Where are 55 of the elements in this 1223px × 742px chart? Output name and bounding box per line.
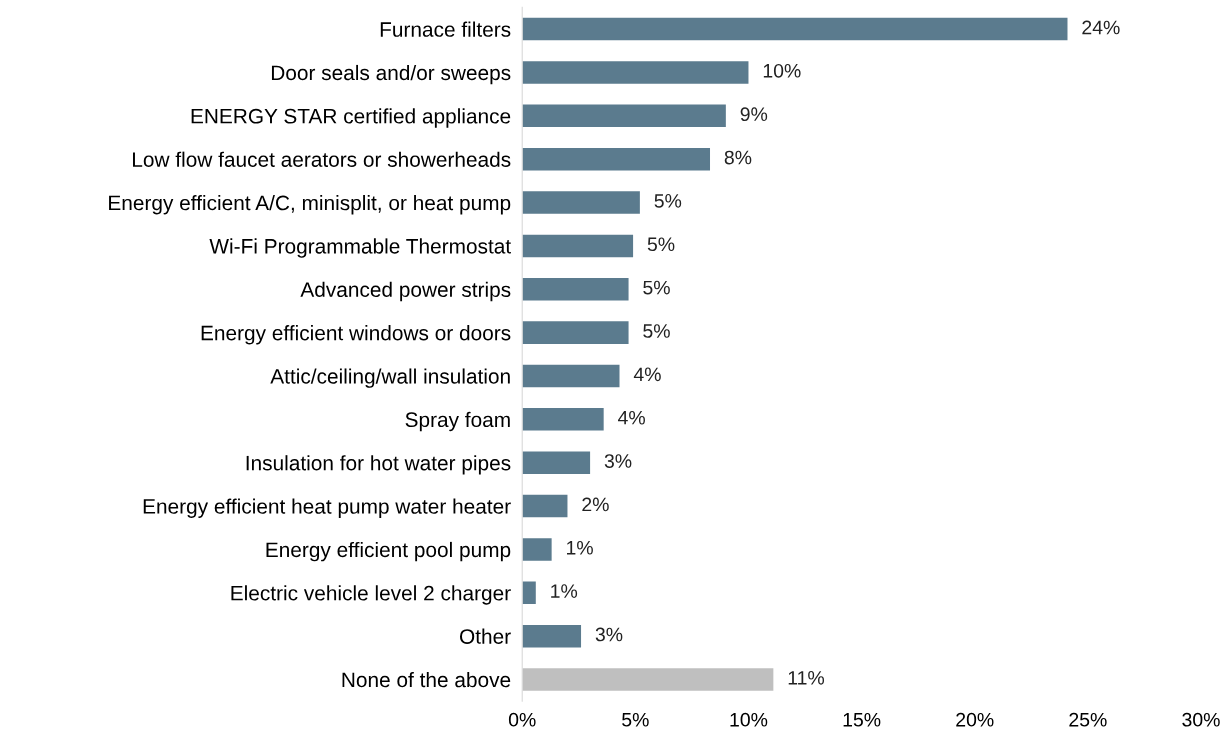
bar: [522, 277, 629, 301]
bar: [522, 538, 552, 561]
bar: [522, 191, 640, 214]
y-tick-label: Energy efficient pool pump: [266, 541, 511, 562]
y-tick-label: Wi-Fi Programmable Thermostat: [209, 238, 511, 258]
y-tick-label: Energy efficient windows or doors: [201, 325, 511, 345]
bar: [522, 321, 629, 344]
y-tick-label: Insulation for hot water pipes: [246, 455, 511, 475]
x-tick-label: 30%: [1182, 712, 1220, 727]
x-tick-label: 5%: [622, 712, 649, 727]
data-label: 4%: [633, 367, 661, 382]
y-tick-label: Low flow faucet aerators or showerheads: [133, 151, 511, 167]
data-label: 24%: [1082, 20, 1120, 35]
y-tick-label: Energy efficient heat pump water heater: [143, 498, 511, 518]
bar: [522, 364, 620, 388]
x-tick-label: 10%: [730, 712, 768, 727]
bar: [522, 581, 536, 605]
x-tick-label: 25%: [1069, 712, 1107, 727]
bar: [522, 494, 568, 518]
y-tick-label: Other: [460, 628, 511, 644]
bar: [522, 624, 582, 648]
bar: [522, 668, 774, 691]
y-tick-label: Spray foam: [405, 411, 510, 432]
bar: [522, 61, 749, 84]
data-label: 3%: [595, 627, 623, 642]
x-tick-label: 15%: [843, 712, 881, 727]
data-label: 11%: [788, 671, 825, 685]
x-tick-label: 0%: [508, 712, 536, 727]
y-tick-label: Electric vehicle level 2 charger: [231, 585, 511, 605]
bar: [522, 408, 604, 431]
data-label: 2%: [582, 497, 609, 512]
y-tick-label: Advanced power strips: [300, 281, 511, 302]
data-label: 8%: [724, 150, 752, 165]
data-label: 9%: [740, 107, 768, 122]
bar: [522, 234, 634, 258]
y-tick-label: ENERGY STAR certified appliance: [191, 108, 511, 128]
y-tick-label: None of the above: [342, 671, 511, 688]
y-tick-label: Energy efficient A/C, minisplit, or heat pump: [109, 194, 511, 215]
data-label: 5%: [654, 194, 682, 208]
bar: [522, 451, 591, 474]
data-label: 3%: [604, 454, 632, 468]
data-label: 5%: [647, 237, 675, 252]
data-label: 5%: [643, 324, 670, 338]
y-tick-label: Furnace filters: [380, 21, 511, 37]
data-label: 4%: [618, 410, 645, 425]
data-label: 5%: [643, 280, 670, 295]
data-label: 1%: [551, 584, 578, 598]
y-tick-label: Attic/ceiling/wall insulation: [270, 368, 510, 388]
bar: [522, 104, 726, 128]
y-tick-label: Door seals and/or sweeps: [271, 64, 511, 85]
data-label: 1%: [567, 540, 593, 555]
data-label: 10%: [763, 63, 801, 78]
bar: [522, 17, 1068, 41]
x-tick-label: 20%: [956, 712, 994, 727]
bar: [522, 147, 711, 171]
